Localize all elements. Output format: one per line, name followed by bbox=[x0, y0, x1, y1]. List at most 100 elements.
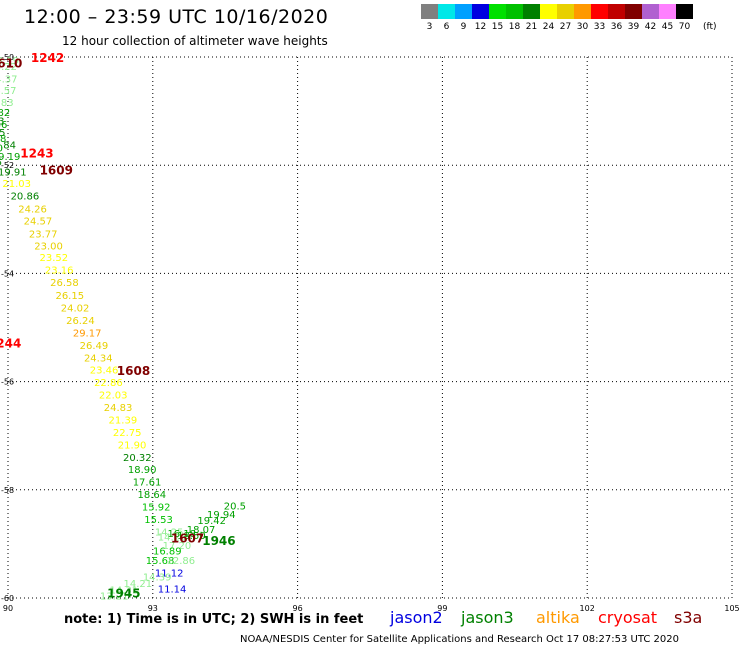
legend-swatch bbox=[540, 4, 557, 19]
data-point-label: 12.86 bbox=[166, 556, 195, 567]
data-point-label: 20.03 bbox=[0, 116, 4, 127]
y-tick-label: -60 bbox=[1, 594, 14, 603]
legend-swatch bbox=[421, 4, 438, 19]
data-point-label: 18.90 bbox=[128, 465, 157, 476]
data-point-label: 20.84 bbox=[0, 141, 16, 152]
time-label: 1945 bbox=[107, 587, 140, 601]
data-point-label: 19.19 bbox=[0, 152, 20, 163]
data-point-label: 14.22 bbox=[0, 62, 17, 73]
data-point-label: 24.02 bbox=[61, 303, 90, 314]
data-point-label: 22.75 bbox=[113, 428, 142, 439]
data-point-label: 20.5 bbox=[224, 501, 246, 512]
legend-label: 39 bbox=[627, 22, 640, 32]
satellite-s3a: s3a bbox=[674, 608, 703, 627]
data-point-label: 17.61 bbox=[133, 478, 162, 489]
data-point-label: 16.18 bbox=[167, 529, 196, 540]
data-point-label: 20.86 bbox=[11, 191, 40, 202]
legend-label: 42 bbox=[644, 22, 657, 32]
data-point-label: 14.37 bbox=[0, 75, 17, 86]
time-label: 1609 bbox=[40, 164, 73, 178]
data-point-label: 29.17 bbox=[73, 328, 102, 339]
y-tick-label: -52 bbox=[1, 161, 14, 170]
data-point-label: 14.20 bbox=[158, 532, 187, 543]
legend-label: 27 bbox=[559, 22, 572, 32]
legend-label: 33 bbox=[593, 22, 606, 32]
legend-label: 9 bbox=[460, 22, 467, 32]
data-point-label: 21.90 bbox=[118, 440, 147, 451]
time-label: 1946 bbox=[202, 534, 235, 548]
data-point-label: 26.24 bbox=[66, 316, 95, 327]
data-point-label: 24.57 bbox=[24, 216, 53, 227]
data-point-label: 20.42 bbox=[0, 168, 1, 179]
data-point-label: 16.89 bbox=[153, 546, 182, 557]
legend-swatch bbox=[591, 4, 608, 19]
time-label: 1607 bbox=[171, 531, 204, 545]
note-text: note: 1) Time is in UTC; 2) SWH is in fe… bbox=[64, 612, 364, 627]
legend-label: 24 bbox=[542, 22, 555, 32]
data-point-label: 15.68 bbox=[146, 556, 175, 567]
data-point-label: 18.08 bbox=[0, 134, 6, 145]
legend-swatch bbox=[625, 4, 642, 19]
legend-swatch bbox=[608, 4, 625, 19]
legend-swatch bbox=[455, 4, 472, 19]
legend-swatch bbox=[472, 4, 489, 19]
data-point-label: 26.49 bbox=[80, 341, 109, 352]
legend-label: 15 bbox=[491, 22, 504, 32]
data-point-label: 24.26 bbox=[18, 204, 47, 215]
data-point-label: 18.82 bbox=[0, 108, 10, 119]
time-label: 1608 bbox=[117, 364, 150, 378]
data-point-label: 15.83 bbox=[0, 98, 14, 109]
data-point-label: 14.31 bbox=[110, 585, 139, 596]
data-point-label: 26.15 bbox=[55, 291, 84, 302]
data-point-label: 23.16 bbox=[45, 266, 74, 277]
data-point-label: 11.14 bbox=[158, 584, 187, 595]
legend-label: 6 bbox=[443, 22, 450, 32]
data-point-label: 15.92 bbox=[142, 503, 171, 514]
data-point-label: 21.39 bbox=[109, 415, 138, 426]
data-point-label: 20.15 bbox=[0, 157, 2, 168]
data-point-label: 15.53 bbox=[144, 515, 173, 526]
legend-label: 3 bbox=[426, 22, 433, 32]
data-point-label: 11.12 bbox=[155, 569, 184, 580]
data-point-label: 24.83 bbox=[104, 403, 133, 414]
satellite-cryosat: cryosat bbox=[598, 608, 658, 627]
legend-swatch bbox=[642, 4, 659, 19]
legend-swatch bbox=[506, 4, 523, 19]
time-label: 1242 bbox=[31, 51, 64, 65]
satellite-jason3: jason3 bbox=[461, 608, 514, 627]
legend-swatch bbox=[574, 4, 591, 19]
x-tick-label: 105 bbox=[724, 604, 739, 613]
legend-swatch bbox=[676, 4, 693, 19]
data-point-label: 20.65 bbox=[0, 128, 5, 139]
data-point-label: 14.21 bbox=[124, 579, 153, 590]
data-point-label: 23.52 bbox=[40, 253, 69, 264]
data-point-label: 26.58 bbox=[50, 278, 79, 289]
data-point-label: 13.21 bbox=[100, 591, 129, 602]
x-tick-label: 93 bbox=[148, 604, 158, 613]
chart-subtitle: 12 hour collection of altimeter wave hei… bbox=[62, 34, 328, 48]
data-point-label: 14.39 bbox=[143, 572, 172, 583]
data-point-label: 13.19 bbox=[0, 56, 19, 67]
x-tick-label: 96 bbox=[293, 604, 303, 613]
legend-label: 21 bbox=[525, 22, 538, 32]
data-point-label: 18.46 bbox=[0, 120, 7, 131]
x-tick-label: 90 bbox=[3, 604, 13, 613]
satellite-altika: altika bbox=[536, 608, 580, 627]
data-point-label: 23.77 bbox=[29, 229, 58, 240]
y-tick-label: -50 bbox=[1, 53, 14, 62]
data-point-label: 19.91 bbox=[0, 168, 27, 179]
legend-label: 18 bbox=[508, 22, 521, 32]
legend-label: 36 bbox=[610, 22, 623, 32]
data-point-label: 18.07 bbox=[187, 525, 216, 536]
x-tick-label: 99 bbox=[437, 604, 447, 613]
legend-label: 30 bbox=[576, 22, 589, 32]
x-tick-label: 102 bbox=[580, 604, 595, 613]
data-point-label: 23.46 bbox=[90, 366, 119, 377]
data-point-label: 17.20 bbox=[163, 541, 192, 552]
legend-swatch bbox=[659, 4, 676, 19]
data-point-label: 14.25 bbox=[155, 527, 184, 538]
legend-unit: (ft) bbox=[703, 22, 717, 32]
legend-label: 70 bbox=[678, 22, 691, 32]
legend-swatch bbox=[438, 4, 455, 19]
